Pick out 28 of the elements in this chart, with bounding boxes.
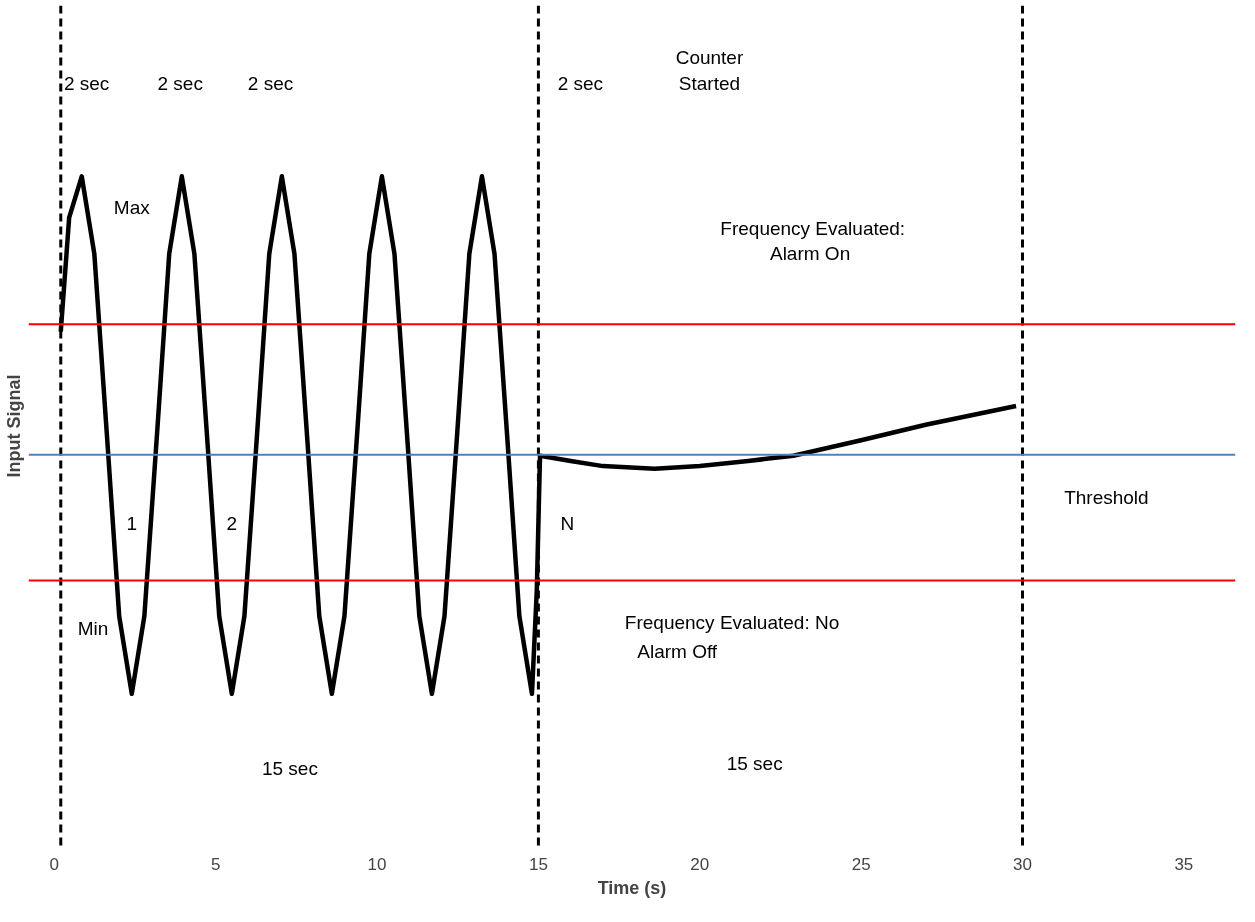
text: 15 sec — [261, 758, 318, 780]
x-tick-label: 5 — [210, 854, 221, 874]
text: 2 sec — [557, 72, 604, 94]
x-axis-title: Time (s) — [597, 877, 667, 898]
text: Started — [678, 72, 741, 94]
annotation: Alarm On — [769, 243, 851, 265]
annotation: Threshold — [1064, 486, 1149, 508]
y-axis-title: Input Signal — [3, 374, 24, 478]
x-tick-label: 30 — [1013, 854, 1032, 874]
annotation: Frequency Evaluated: — [720, 217, 906, 239]
text: 2 sec — [247, 72, 294, 94]
annotation: Min — [77, 617, 109, 639]
annotation: Frequency Evaluated: No — [624, 612, 840, 634]
annotation: N — [560, 512, 575, 534]
annotation: Max — [113, 196, 151, 218]
text: 15 sec — [726, 753, 783, 775]
x-tick-label: 20 — [690, 854, 710, 874]
text: 2 sec — [157, 72, 203, 94]
annotation: Alarm Off — [637, 640, 718, 662]
x-tick-label: 35 — [1174, 854, 1194, 874]
text: 2 sec — [63, 72, 110, 94]
annotation: 2 — [226, 512, 238, 534]
x-tick-label: 15 — [528, 854, 548, 874]
x-tick-label: 10 — [367, 854, 387, 874]
annotation: 1 — [126, 512, 138, 534]
x-tick-label: 25 — [851, 854, 871, 874]
text: Counter — [675, 46, 744, 68]
x-tick-label: 0 — [49, 854, 60, 874]
